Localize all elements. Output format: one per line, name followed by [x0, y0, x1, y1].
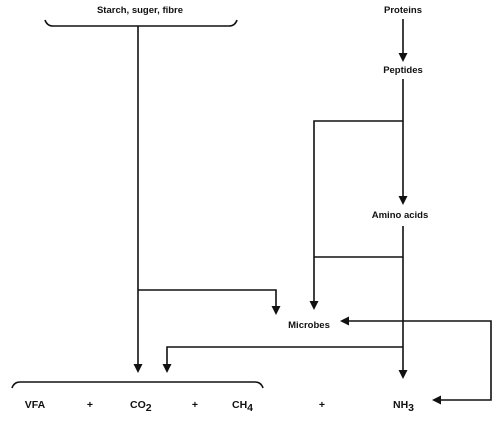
- arrow-amino-acids-to-nh3: [398, 370, 408, 379]
- label-microbes: Microbes: [288, 320, 330, 331]
- arrow-loop-to-nh3: [432, 395, 441, 405]
- amino-acids-to-co2-line: [166, 346, 403, 366]
- carbohydrate-to-microbes-line: [138, 289, 277, 308]
- label-peptides: Peptides: [383, 65, 423, 76]
- ch4-subscript: 4: [247, 402, 253, 414]
- arrow-amino-acids-to-co2: [162, 364, 172, 373]
- nh3-to-microbes-loop: [347, 320, 492, 401]
- label-carbohydrates: Starch, suger, fibre: [97, 5, 183, 16]
- arrow-peptides-to-amino-acids: [398, 196, 408, 205]
- arrow-carbohydrate-to-products: [133, 364, 143, 373]
- plus-sign-1: +: [87, 399, 93, 411]
- label-proteins: Proteins: [384, 5, 422, 16]
- co2-subscript: 2: [146, 402, 152, 414]
- label-ch4: CH4: [232, 399, 253, 414]
- co2-main: CO: [130, 399, 146, 411]
- arrow-peptides-to-microbes: [309, 301, 319, 310]
- plus-sign-3: +: [319, 399, 325, 411]
- arrow-proteins-to-peptides: [398, 53, 408, 62]
- plus-sign-2: +: [192, 399, 198, 411]
- label-amino-acids: Amino acids: [372, 210, 429, 221]
- label-nh3: NH3: [393, 399, 414, 414]
- arrow-carbohydrate-to-microbes: [271, 306, 281, 315]
- carbohydrate-bracket: [44, 19, 238, 27]
- nh3-main: NH: [393, 399, 408, 411]
- ch4-main: CH: [232, 399, 247, 411]
- arrow-nh3-to-microbes: [340, 316, 349, 326]
- nh3-subscript: 3: [408, 402, 414, 414]
- label-vfa: VFA: [25, 399, 46, 411]
- products-bracket: [11, 381, 264, 389]
- label-co2: CO2: [130, 399, 152, 414]
- peptides-to-microbes-line: [313, 120, 403, 303]
